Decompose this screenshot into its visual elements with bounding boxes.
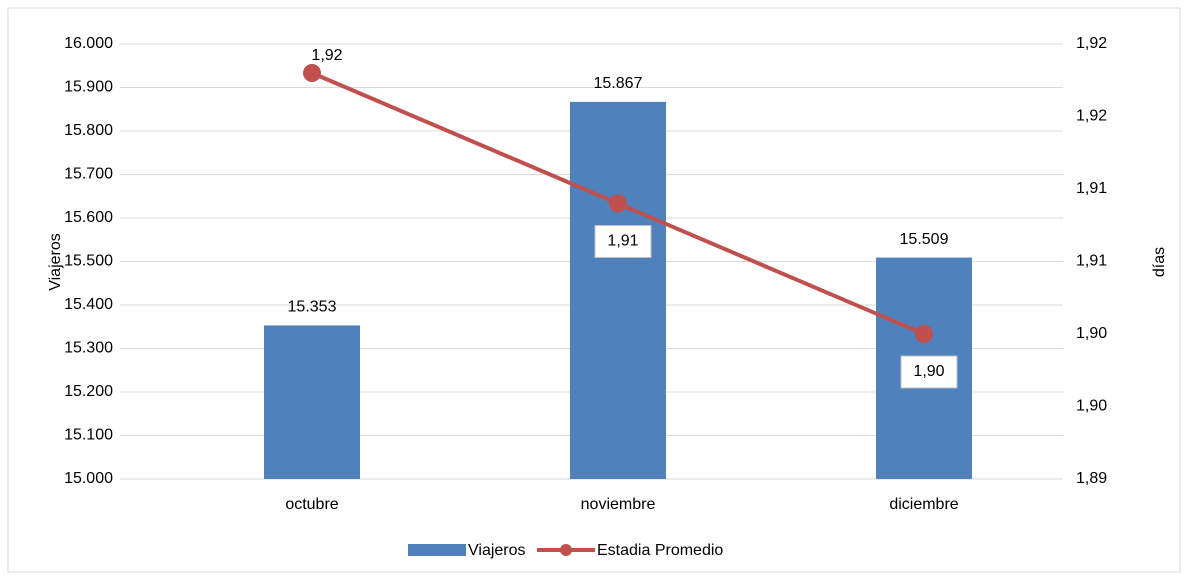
y-tick-label: 15.800 xyxy=(64,122,113,139)
y-tick-label: 15.700 xyxy=(64,166,113,183)
line-value-label: 1,92 xyxy=(311,47,342,64)
y2-tick-label: 1,91 xyxy=(1076,253,1107,270)
line-marker xyxy=(609,194,627,213)
y-tick-label: 15.200 xyxy=(64,383,113,400)
y-tick-label: 15.000 xyxy=(64,470,113,487)
bar xyxy=(570,101,666,479)
y2-axis-title: días xyxy=(1151,247,1168,277)
y-tick-label: 15.400 xyxy=(64,296,113,313)
legend-swatch-marker xyxy=(560,544,572,556)
y-tick-label: 15.600 xyxy=(64,209,113,226)
bar-value-label: 15.509 xyxy=(900,231,949,248)
legend-label: Estadia Promedio xyxy=(597,542,723,559)
line-value-label: 1,91 xyxy=(607,233,638,250)
line-label-box xyxy=(594,225,652,258)
y-tick-label: 15.900 xyxy=(64,79,113,96)
line-marker xyxy=(915,325,933,343)
y-tick-label: 15.100 xyxy=(64,427,113,444)
x-tick-label: noviembre xyxy=(581,496,656,513)
y2-tick-label: 1,92 xyxy=(1076,35,1107,52)
line-marker xyxy=(303,64,321,82)
y2-tick-label: 1,90 xyxy=(1076,398,1107,415)
y-axis-title: Viajeros xyxy=(47,233,64,291)
legend-label: Viajeros xyxy=(468,542,526,559)
bar-value-label: 15.867 xyxy=(594,75,643,92)
x-tick-label: octubre xyxy=(285,496,338,513)
x-tick-label: diciembre xyxy=(889,496,958,513)
y2-tick-label: 1,91 xyxy=(1076,180,1107,197)
y2-tick-label: 1,89 xyxy=(1076,470,1107,487)
y-tick-label: 16.000 xyxy=(64,35,113,52)
line-label-box xyxy=(900,355,958,389)
bar-value-label: 15.353 xyxy=(288,299,337,316)
y2-tick-label: 1,90 xyxy=(1076,325,1107,342)
y-tick-label: 15.300 xyxy=(64,340,113,357)
bar xyxy=(264,325,360,479)
y2-tick-label: 1,92 xyxy=(1076,108,1107,125)
line-value-label: 1,90 xyxy=(913,363,944,380)
legend-swatch xyxy=(408,544,466,556)
y-tick-label: 15.500 xyxy=(64,253,113,270)
